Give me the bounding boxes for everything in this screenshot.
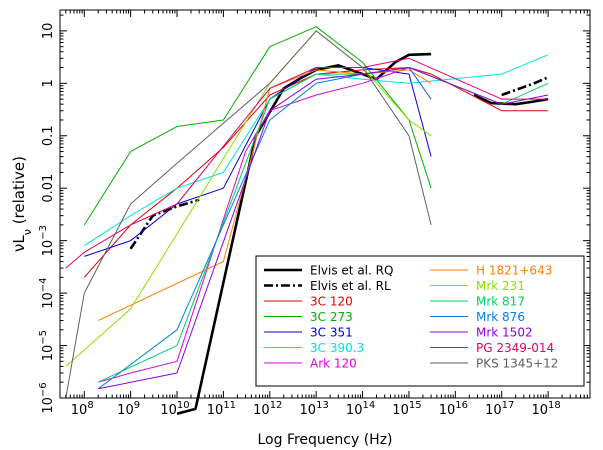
x-axis-label: Log Frequency (Hz) bbox=[257, 432, 392, 448]
legend-label-ark-120: Ark 120 bbox=[310, 357, 357, 371]
legend-label-pg-2349-014: PG 2349-014 bbox=[476, 341, 554, 355]
legend-label-3c-120: 3C 120 bbox=[310, 295, 353, 309]
legend-box bbox=[255, 255, 585, 387]
legend-label-3c-390-3: 3C 390.3 bbox=[310, 341, 364, 355]
series-line-3c-120 bbox=[83, 67, 549, 278]
y-axis-label: νLν (relative) bbox=[10, 156, 34, 252]
legend-label-elvis-et-al-rl: Elvis et al. RL bbox=[310, 279, 391, 293]
x-tick-label: 1018 bbox=[531, 400, 560, 418]
legend-label-elvis-et-al-rq: Elvis et al. RQ bbox=[310, 264, 393, 278]
x-tick-label: 1013 bbox=[300, 400, 329, 418]
y-tick-label: 10 bbox=[41, 23, 56, 40]
y-tick-label: 10−6 bbox=[38, 382, 56, 413]
x-tick-label: 1016 bbox=[439, 400, 468, 418]
legend-label-mrk-231: Mrk 231 bbox=[476, 279, 525, 293]
x-tick-label: 1010 bbox=[160, 400, 189, 418]
y-tick-label: 0.01 bbox=[41, 174, 56, 203]
series-line-elvis-et-al-rq-part-1 bbox=[473, 93, 549, 106]
series-curves bbox=[65, 26, 549, 416]
legend-label-3c-273: 3C 273 bbox=[310, 310, 353, 324]
y-tick-label: 0.1 bbox=[41, 125, 56, 146]
series-line-3c-351 bbox=[84, 67, 432, 257]
series-line-h-1821-643 bbox=[97, 69, 432, 321]
legend-label-mrk-1502: Mrk 1502 bbox=[476, 326, 533, 340]
series-line-elvis-et-al-rl-part-3 bbox=[501, 76, 549, 97]
series-line-mrk-1502 bbox=[98, 67, 549, 390]
series-line-elvis-et-al-rl bbox=[129, 198, 200, 250]
y-tick-label: 1 bbox=[41, 79, 56, 87]
y-tick-labels: 10−6 10−5 10−4 10−3 0.01 0.1 1 10 bbox=[38, 23, 56, 414]
x-tick-label: 108 bbox=[71, 400, 94, 418]
y-tick-label: 10−5 bbox=[38, 330, 56, 361]
x-tick-label: 1012 bbox=[253, 400, 282, 418]
series-line-3c-273 bbox=[83, 26, 432, 226]
x-tick-label: 1017 bbox=[485, 400, 514, 418]
axis-ticks bbox=[59, 10, 591, 399]
y-tick-label: 10−3 bbox=[38, 225, 56, 256]
x-tick-label: 1011 bbox=[207, 400, 236, 418]
x-tick-labels: 108 109 1010 1011 1012 1013 1014 1015 1016 1017 10… bbox=[71, 400, 561, 418]
legend-label-mrk-876: Mrk 876 bbox=[476, 310, 525, 324]
series-line-pks-1345-12 bbox=[65, 30, 432, 399]
x-tick-label: 1015 bbox=[392, 400, 421, 418]
legend-label-h-1821-643: H 1821+643 bbox=[476, 264, 552, 278]
series-line-pg-2349-014 bbox=[65, 57, 549, 269]
x-tick-label: 1014 bbox=[346, 400, 375, 418]
x-tick-label: 109 bbox=[117, 400, 140, 418]
legend-label-pks-1345-12: PKS 1345+12 bbox=[476, 357, 558, 371]
legend-label-3c-351: 3C 351 bbox=[310, 326, 353, 340]
y-tick-label: 10−4 bbox=[38, 277, 56, 308]
legend-label-mrk-817: Mrk 817 bbox=[476, 295, 525, 309]
